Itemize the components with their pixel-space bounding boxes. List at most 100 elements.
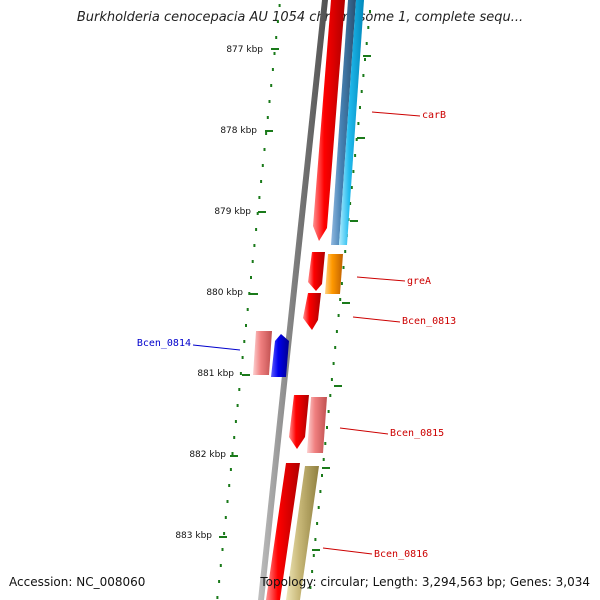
feature-dot: [322, 458, 325, 461]
scale-dot: [231, 452, 234, 455]
feature-Bcen_0814[interactable]: [271, 334, 289, 377]
feature-dot: [357, 122, 360, 125]
scale-dot: [219, 564, 222, 567]
scale-dot: [221, 548, 224, 551]
feature-ticks: [312, 55, 371, 551]
feature-greA-red[interactable]: [308, 252, 325, 291]
feature-dot: [319, 490, 322, 493]
feature-dot: [362, 74, 365, 77]
scale-dot: [276, 20, 279, 23]
scale-dot: [261, 164, 264, 167]
scale-dot: [239, 372, 242, 375]
feature-dot: [349, 202, 352, 205]
scale-dot: [266, 116, 269, 119]
gene-labels: carB greA Bcen_0813 Bcen_0814 Bcen_0815 …: [137, 110, 456, 560]
gene-label-Bcen_0814[interactable]: Bcen_0814: [137, 338, 191, 349]
feature-dot: [369, 10, 371, 13]
scale-dot: [271, 68, 274, 71]
feature-dot: [324, 442, 327, 445]
feature-Bcen_0816-red[interactable]: [266, 463, 300, 600]
tick-label: 880 kbp: [206, 288, 243, 298]
feature-dot: [316, 522, 319, 525]
scale-dot: [245, 324, 247, 327]
scale-dot: [234, 420, 237, 423]
feature-dot: [354, 154, 357, 157]
scale-dot: [223, 532, 226, 535]
map-title: Burkholderia cenocepacia AU 1054 chromos…: [76, 10, 524, 25]
feature-dot: [344, 250, 347, 253]
gene-label-carB[interactable]: carB: [422, 110, 446, 121]
feature-dot: [334, 346, 337, 349]
feature-Bcen_0816[interactable]: [286, 466, 319, 600]
scale-labels: 877 kbp 878 kbp 879 kbp 880 kbp 881 kbp …: [175, 45, 263, 541]
feature-steel[interactable]: [331, 0, 356, 245]
scale-dot: [246, 308, 249, 311]
feature-pink-0814[interactable]: [253, 331, 272, 375]
scale-dot: [268, 100, 271, 103]
feature-dot: [355, 138, 358, 141]
scale-dot: [255, 228, 258, 231]
feature-dot: [364, 58, 366, 61]
feature-dot: [330, 378, 333, 381]
scale-dot: [256, 212, 259, 215]
feature-dot: [311, 570, 314, 573]
scale-dot: [228, 484, 231, 487]
feature-cyan[interactable]: [339, 0, 364, 245]
scale-dot: [241, 356, 244, 359]
scale-line: [216, 4, 371, 599]
gene-label-Bcen_0815[interactable]: Bcen_0815: [390, 428, 444, 439]
tick-label: 877 kbp: [226, 45, 263, 55]
feature-dot: [360, 90, 363, 93]
feature-Bcen_0815-red[interactable]: [289, 395, 309, 449]
feature-dot: [337, 314, 340, 317]
tick-label: 878 kbp: [220, 126, 257, 136]
chromosome-backbone: [258, 0, 328, 600]
feature-dot: [332, 362, 335, 365]
feature-dot: [350, 186, 353, 189]
scale-dot: [236, 404, 239, 407]
scale-dot: [229, 468, 232, 471]
feature-dot: [340, 282, 343, 285]
feature-dot: [326, 426, 328, 429]
scale-dot: [248, 292, 251, 295]
feature-dot: [365, 42, 368, 45]
accession-info: Accession: NC_008060: [9, 575, 146, 589]
scale-dot: [273, 52, 276, 55]
feature-dot: [312, 554, 315, 557]
feature-dot: [309, 586, 312, 589]
scale-dot: [260, 180, 263, 183]
tick-label: 882 kbp: [189, 450, 226, 460]
major-ticks: [219, 48, 279, 538]
gene-label-Bcen_0813[interactable]: Bcen_0813: [402, 316, 456, 327]
tick-label: 879 kbp: [214, 207, 251, 217]
feature-dot: [342, 266, 345, 269]
feature-dot: [329, 394, 332, 397]
gene-label-greA[interactable]: greA: [407, 276, 431, 287]
scale-dot: [226, 500, 229, 503]
feature-greA[interactable]: [325, 254, 343, 294]
feature-dot: [327, 410, 330, 413]
scale-dot: [263, 148, 266, 151]
feature-dot: [367, 26, 370, 29]
sequence-summary: Topology: circular; Length: 3,294,563 bp…: [260, 575, 590, 589]
scale-dot: [275, 36, 278, 39]
feature-Bcen_0815[interactable]: [307, 397, 327, 453]
scale-dot: [238, 388, 241, 391]
scale-dot: [253, 244, 256, 247]
scale-dot: [224, 516, 227, 519]
scale-dot: [218, 580, 221, 583]
feature-Bcen_0813[interactable]: [303, 293, 321, 330]
feature-dot: [335, 330, 338, 333]
feature-carB[interactable]: [313, 0, 345, 241]
feature-dot: [339, 298, 342, 301]
gene-label-Bcen_0816[interactable]: Bcen_0816: [374, 549, 428, 560]
features: [253, 0, 364, 600]
scale-dot: [270, 84, 273, 87]
feature-dot: [321, 474, 323, 477]
scale-dot: [278, 4, 281, 7]
scale-dot: [251, 260, 254, 263]
tick-label: 883 kbp: [175, 531, 212, 541]
scale-dot: [258, 196, 261, 199]
scale-dot: [243, 340, 246, 343]
